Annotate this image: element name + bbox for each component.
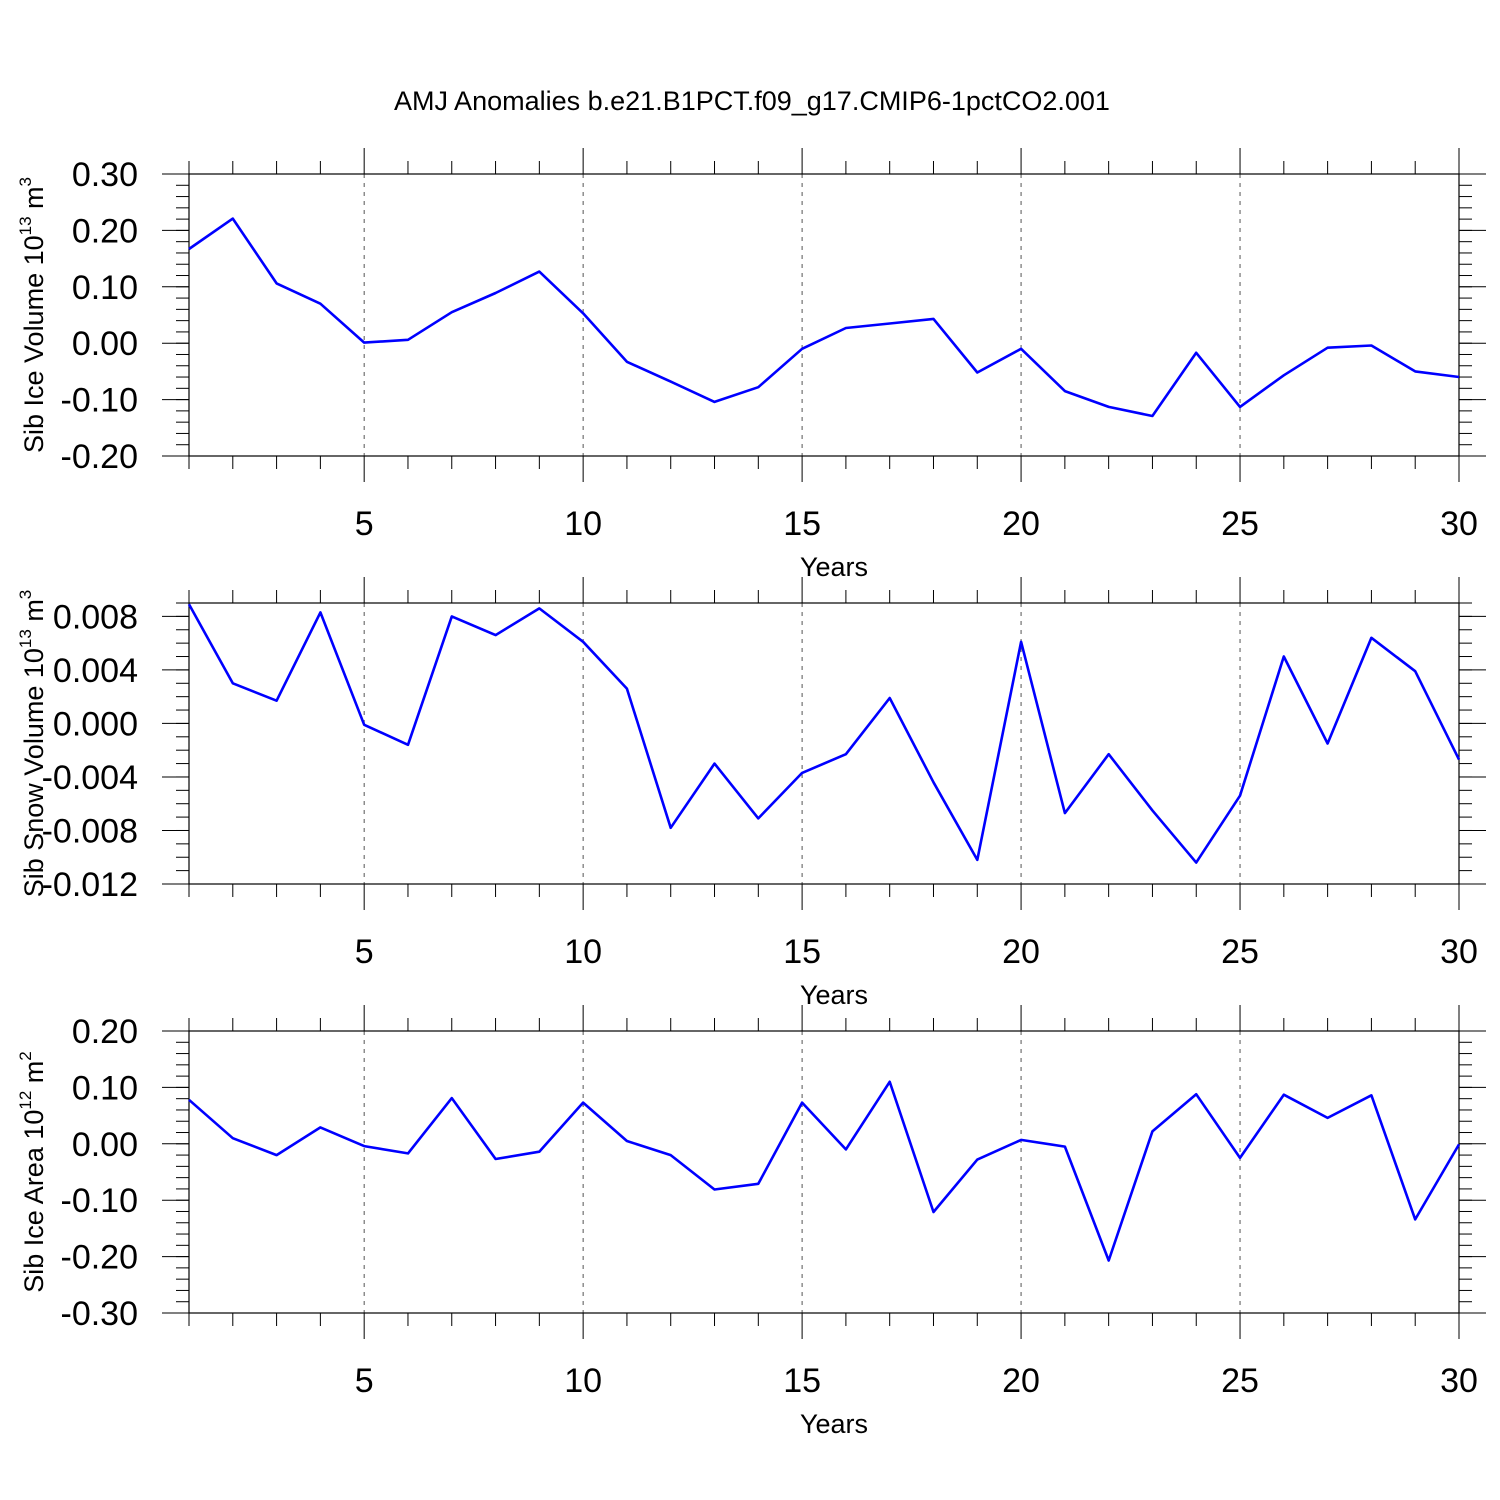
x-tick-label: 5 (355, 505, 374, 543)
y-tick-label: 0.00 (72, 325, 138, 363)
y-tick-label: 0.008 (53, 598, 138, 636)
plot-frame (188, 1030, 1460, 1314)
chart-panel-3: 5 10 15 20 25 30 Years -0.30 -0.20 -0.10 0.00 0.10 0… (16, 1005, 1486, 1439)
y-axis-label-exponent: 13 (16, 629, 35, 648)
x-tick-label: 25 (1221, 505, 1259, 543)
x-axis-label: Years (800, 552, 868, 582)
plot-frame (188, 602, 1460, 885)
y-axis-label-unit: m (19, 186, 49, 216)
chart-panel-2: 5 10 15 20 25 30 Years -0.012 -0.008 -0.004 0.000 0… (16, 577, 1486, 1010)
plot-frame (188, 173, 1460, 457)
y-tick-label: 0.10 (72, 1069, 138, 1107)
panels-container: 5 10 15 20 25 30Years-0.20-0.100.000.100.200.… (16, 148, 1486, 1439)
y-tick-label: -0.20 (61, 1239, 139, 1277)
series-line (188, 217, 1460, 418)
y-tick-label: 0.20 (72, 212, 138, 250)
y-tick-label: -0.20 (61, 438, 139, 476)
y-tick-label: 0.000 (53, 705, 138, 743)
x-axis-label: Years (800, 980, 868, 1010)
y-tick-label: 0.10 (72, 269, 138, 307)
y-axis-label-main: Sib Ice Area 10 (19, 1110, 49, 1293)
chart-title: AMJ Anomalies b.e21.B1PCT.f09_g17.CMIP6-… (394, 86, 1110, 116)
chart-panel-1: 5 10 15 20 25 30 Years -0.20 -0.10 0.00 0.10 0.20 0.… (16, 148, 1486, 582)
y-axis-label-unit-exponent: 2 (16, 1051, 35, 1060)
y-axis-label: Sib Snow Volume 1013 m3 (16, 590, 49, 898)
y-axis-label-exponent: 12 (16, 1091, 35, 1110)
x-tick-label: 30 (1440, 505, 1478, 543)
x-tick-label: 30 (1440, 933, 1478, 971)
x-tick-label: 5 (355, 1362, 374, 1400)
y-axis-label-main: Sib Snow Volume 10 (19, 648, 49, 897)
y-axis-label-unit: m (19, 1061, 49, 1091)
y-tick-label: -0.10 (61, 382, 139, 420)
x-tick-label: 25 (1221, 933, 1259, 971)
x-tick-label: 30 (1440, 1362, 1478, 1400)
x-tick-label: 10 (564, 505, 602, 543)
x-tick-label: 15 (783, 1362, 821, 1400)
y-tick-label: -0.10 (61, 1182, 139, 1220)
y-axis-label-main: Sib Ice Volume 10 (19, 235, 49, 453)
y-axis-label: Sib Ice Area 1012 m2 (16, 1051, 49, 1293)
y-axis-label-unit-exponent: 3 (16, 177, 35, 186)
y-axis-label-unit-exponent: 3 (16, 590, 35, 599)
x-tick-label: 20 (1002, 1362, 1040, 1400)
y-tick-label: -0.30 (61, 1295, 139, 1333)
y-tick-label: 0.20 (72, 1013, 138, 1051)
x-tick-label: 5 (355, 933, 374, 971)
y-axis-label: Sib Ice Volume 1013 m3 (16, 177, 49, 453)
x-tick-label: 10 (564, 1362, 602, 1400)
y-tick-label: 0.30 (72, 156, 138, 194)
y-tick-label: -0.004 (42, 759, 138, 797)
x-tick-label: 15 (783, 505, 821, 543)
y-tick-label: 0.00 (72, 1126, 138, 1164)
x-tick-label: 20 (1002, 933, 1040, 971)
x-axis-label: Years (800, 1409, 868, 1439)
y-axis-label-exponent: 13 (16, 216, 35, 235)
y-tick-label: -0.012 (42, 866, 138, 904)
series-line (187, 603, 1461, 864)
y-axis-label-unit: m (19, 599, 49, 629)
x-tick-label: 20 (1002, 505, 1040, 543)
x-tick-label: 15 (783, 933, 821, 971)
series-line (188, 1080, 1461, 1262)
x-tick-label: 10 (564, 933, 602, 971)
y-tick-label: -0.008 (42, 812, 138, 850)
y-tick-label: 0.004 (53, 652, 138, 690)
x-tick-label: 25 (1221, 1362, 1259, 1400)
